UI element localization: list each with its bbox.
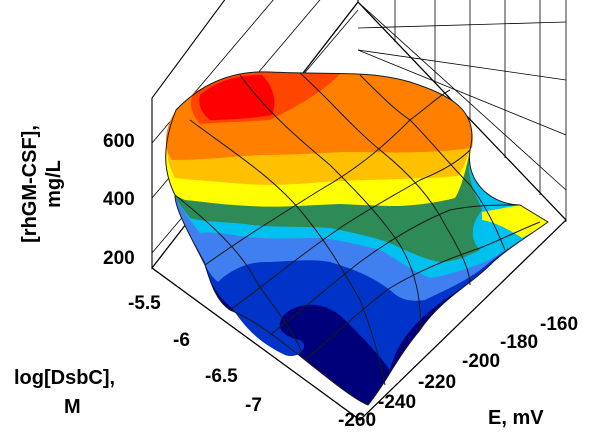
z-axis-ticks: 600 400 200 [103, 131, 135, 269]
y-axis-title-line2: M [64, 396, 81, 418]
x-tick-label: -160 [540, 314, 578, 335]
z-axis-title-line1: [rhGM-CSF], [19, 125, 41, 243]
z-tick-label: 600 [103, 131, 135, 152]
x-tick-label: -180 [500, 332, 538, 353]
y-tick-label: -6.5 [205, 366, 238, 387]
x-tick-label: -200 [462, 351, 500, 372]
x-axis-ticks: -260 -240 -220 -200 -180 -160 [338, 314, 578, 431]
band-yellow-ridge [482, 205, 548, 238]
y-tick-label: -5.5 [128, 293, 161, 314]
z-axis-title-line2: mg/L [43, 160, 65, 208]
y-tick-label: -6 [173, 330, 190, 351]
z-axis-title: [rhGM-CSF], mg/L [19, 125, 65, 243]
x-tick-label: -260 [338, 410, 376, 431]
y-axis-title: log[DsbC], M [14, 367, 115, 418]
y-tick-label: -7 [245, 395, 262, 416]
x-tick-label: -240 [378, 392, 416, 413]
surface-mesh [165, 71, 549, 406]
x-tick-label: -220 [418, 372, 456, 393]
surface-bands [165, 71, 549, 405]
band-red [199, 75, 275, 120]
y-axis-ticks: -5.5 -6 -6.5 -7 [128, 293, 262, 416]
x-axis-title: E, mV [488, 407, 544, 429]
y-axis-title-line1: log[DsbC], [14, 367, 115, 389]
z-tick-label: 200 [103, 248, 135, 269]
z-tick-label: 400 [103, 189, 135, 210]
